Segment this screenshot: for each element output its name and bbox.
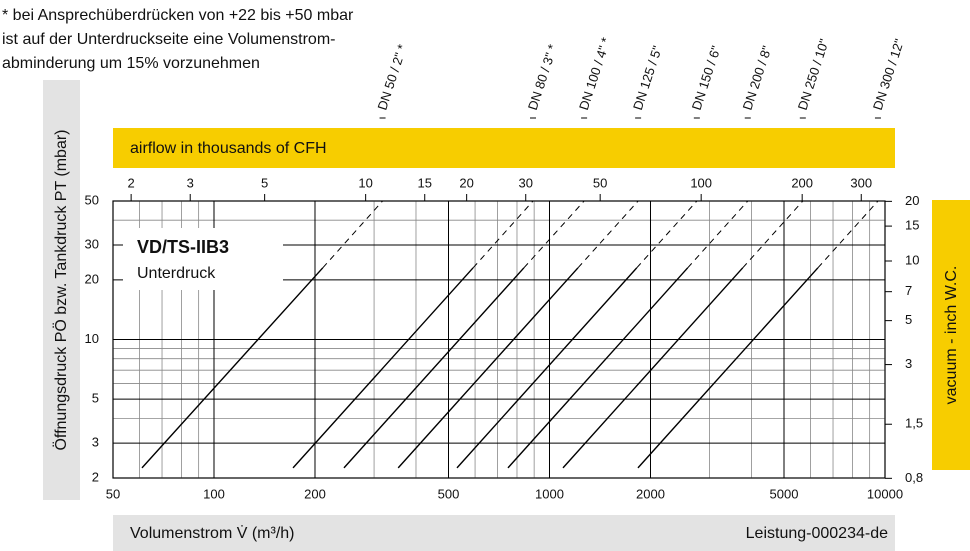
series-line xyxy=(636,200,698,269)
series-line xyxy=(343,267,525,469)
series-label: DN 100 / 4" * xyxy=(576,36,614,112)
note-line: ist auf der Unterdruckseite eine Volumen… xyxy=(2,31,335,48)
x-tick-label: 50 xyxy=(106,486,120,501)
x-axis-label: Volumenstrom V̇ (m³/h) xyxy=(130,524,294,542)
x2-tick-label: 50 xyxy=(593,175,607,190)
y2-label-band xyxy=(932,200,970,470)
y-tick-label: 30 xyxy=(85,236,99,251)
note-line: * bei Ansprechüberdrücken von +22 bis +5… xyxy=(2,7,354,24)
series-line xyxy=(637,267,819,469)
series-label: DN 250 / 10" xyxy=(795,37,832,112)
x-tick-label: 2000 xyxy=(636,486,665,501)
y2-tick-label: 7 xyxy=(905,283,912,298)
series-line xyxy=(817,200,879,269)
y-tick-label: 50 xyxy=(85,192,99,207)
series-line xyxy=(523,200,585,269)
series-line xyxy=(507,267,689,469)
x-tick-label: 5000 xyxy=(770,486,799,501)
y-tick-label: 20 xyxy=(85,271,99,286)
y2-axis-label: vacuum - inch W.C. xyxy=(943,266,960,405)
chart-subtitle: Unterdruck xyxy=(137,265,216,282)
series-line xyxy=(577,200,639,269)
y2-tick-label: 1,5 xyxy=(905,416,923,431)
y-tick-label: 3 xyxy=(92,435,99,450)
x2-tick-label: 10 xyxy=(358,175,372,190)
series-line xyxy=(472,200,534,269)
chart-title: VD/TS-IIB3 xyxy=(137,237,229,257)
series-line xyxy=(687,200,749,269)
series-label: DN 200 / 8" xyxy=(740,43,775,111)
footer: Leistung-000234-de xyxy=(746,525,888,542)
series-label: DN 80 / 3" * xyxy=(525,42,560,112)
x2-tick-label: 20 xyxy=(459,175,473,190)
y2-tick-label: 5 xyxy=(905,312,912,327)
x2-tick-label: 5 xyxy=(261,175,268,190)
x2-tick-label: 100 xyxy=(690,175,712,190)
series-line xyxy=(456,267,638,469)
series-line xyxy=(141,267,324,469)
x-tick-label: 500 xyxy=(438,486,460,501)
x-label-band xyxy=(113,515,895,551)
y2-tick-label: 3 xyxy=(905,356,912,371)
y2-tick-label: 0,8 xyxy=(905,470,923,485)
x2-tick-label: 2 xyxy=(128,175,135,190)
series-line xyxy=(742,200,804,269)
y-axis-label: Öffnungsdruck PÖ bzw. Tankdruck PT (mbar… xyxy=(52,129,70,450)
x2-axis-label: airflow in thousands of CFH xyxy=(130,140,327,157)
y-tick-label: 10 xyxy=(85,331,99,346)
series-line xyxy=(562,267,744,469)
x2-tick-label: 30 xyxy=(518,175,532,190)
x2-tick-label: 3 xyxy=(187,175,194,190)
y-tick-label: 5 xyxy=(92,391,99,406)
y-label-band xyxy=(43,80,80,500)
legend-box xyxy=(123,228,283,290)
x2-tick-label: 200 xyxy=(791,175,813,190)
series-label: DN 50 / 2" * xyxy=(374,42,409,112)
x2-tick-label: 300 xyxy=(850,175,872,190)
y2-tick-label: 20 xyxy=(905,193,919,208)
series-line xyxy=(292,267,474,469)
series-label: DN 300 / 12" xyxy=(870,37,907,112)
x-tick-label: 1000 xyxy=(535,486,564,501)
x2-label-band xyxy=(113,128,895,168)
x-tick-label: 100 xyxy=(203,486,225,501)
y2-tick-label: 15 xyxy=(905,218,919,233)
series-line xyxy=(397,267,579,469)
x-tick-label: 10000 xyxy=(867,486,903,501)
series-line xyxy=(322,200,383,269)
series-label: DN 150 / 6" xyxy=(689,43,724,111)
y2-tick-label: 10 xyxy=(905,252,919,267)
note-line: abminderung um 15% vorzunehmen xyxy=(2,55,260,72)
series-label: DN 125 / 5" xyxy=(630,43,665,111)
x-tick-label: 200 xyxy=(304,486,326,501)
y-tick-label: 2 xyxy=(92,469,99,484)
x2-tick-label: 15 xyxy=(417,175,431,190)
